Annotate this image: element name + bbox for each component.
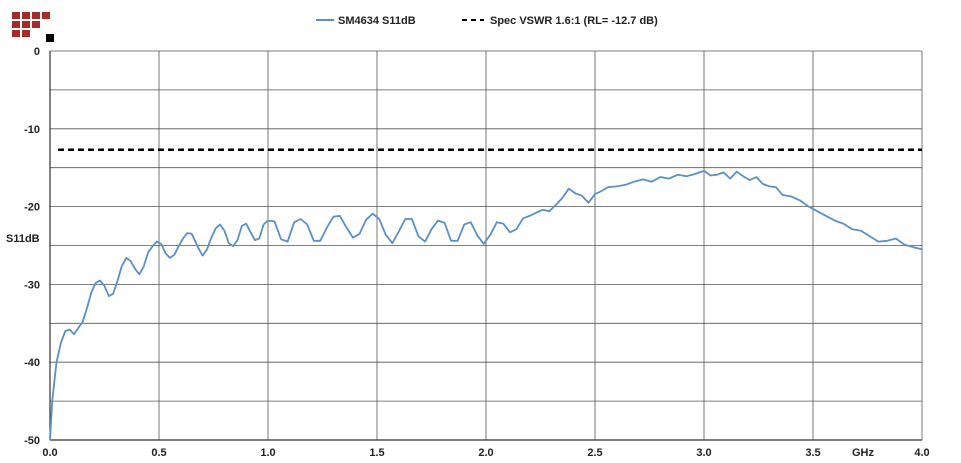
- x-tick-label: 3.5: [805, 447, 820, 459]
- grid: [49, 50, 923, 441]
- y-tick-label: -50: [24, 435, 40, 447]
- y-tick-label: -10: [24, 124, 40, 136]
- series-layer: [49, 148, 923, 441]
- y-tick-label: -20: [24, 202, 40, 214]
- x-tick-label: 3.0: [696, 447, 711, 459]
- x-tick-label: 0.0: [42, 447, 57, 459]
- x-tick-label: 2.0: [478, 447, 493, 459]
- y-tick-label: -40: [24, 357, 40, 369]
- legend-label-1: Spec VSWR 1.6:1 (RL= -12.7 dB): [490, 15, 658, 27]
- axes: [49, 51, 922, 441]
- x-tick-label: 4.0: [914, 447, 929, 459]
- tick-labels: 0.0 0.5 1.0 1.5 2.0 2.5 3.0 3.5 4.0 0 -10 -20 -30 -40…: [24, 46, 930, 459]
- series-line-0: [49, 169, 923, 441]
- legend-label-0: SM4634 S11dB: [338, 15, 416, 27]
- y-axis-label: S11dB: [6, 233, 40, 245]
- y-tick-label: 0: [34, 46, 40, 58]
- x-tick-label: 1.5: [369, 447, 384, 459]
- x-tick-label: 1.0: [260, 447, 275, 459]
- x-tick-label: 0.5: [151, 447, 166, 459]
- x-axis-label: GHz: [852, 447, 875, 459]
- x-tick-label: 2.5: [587, 447, 602, 459]
- y-tick-label: -30: [24, 279, 40, 291]
- legend: SM4634 S11dB Spec VSWR 1.6:1 (RL= -12.7 …: [316, 15, 658, 27]
- logo: [12, 12, 54, 42]
